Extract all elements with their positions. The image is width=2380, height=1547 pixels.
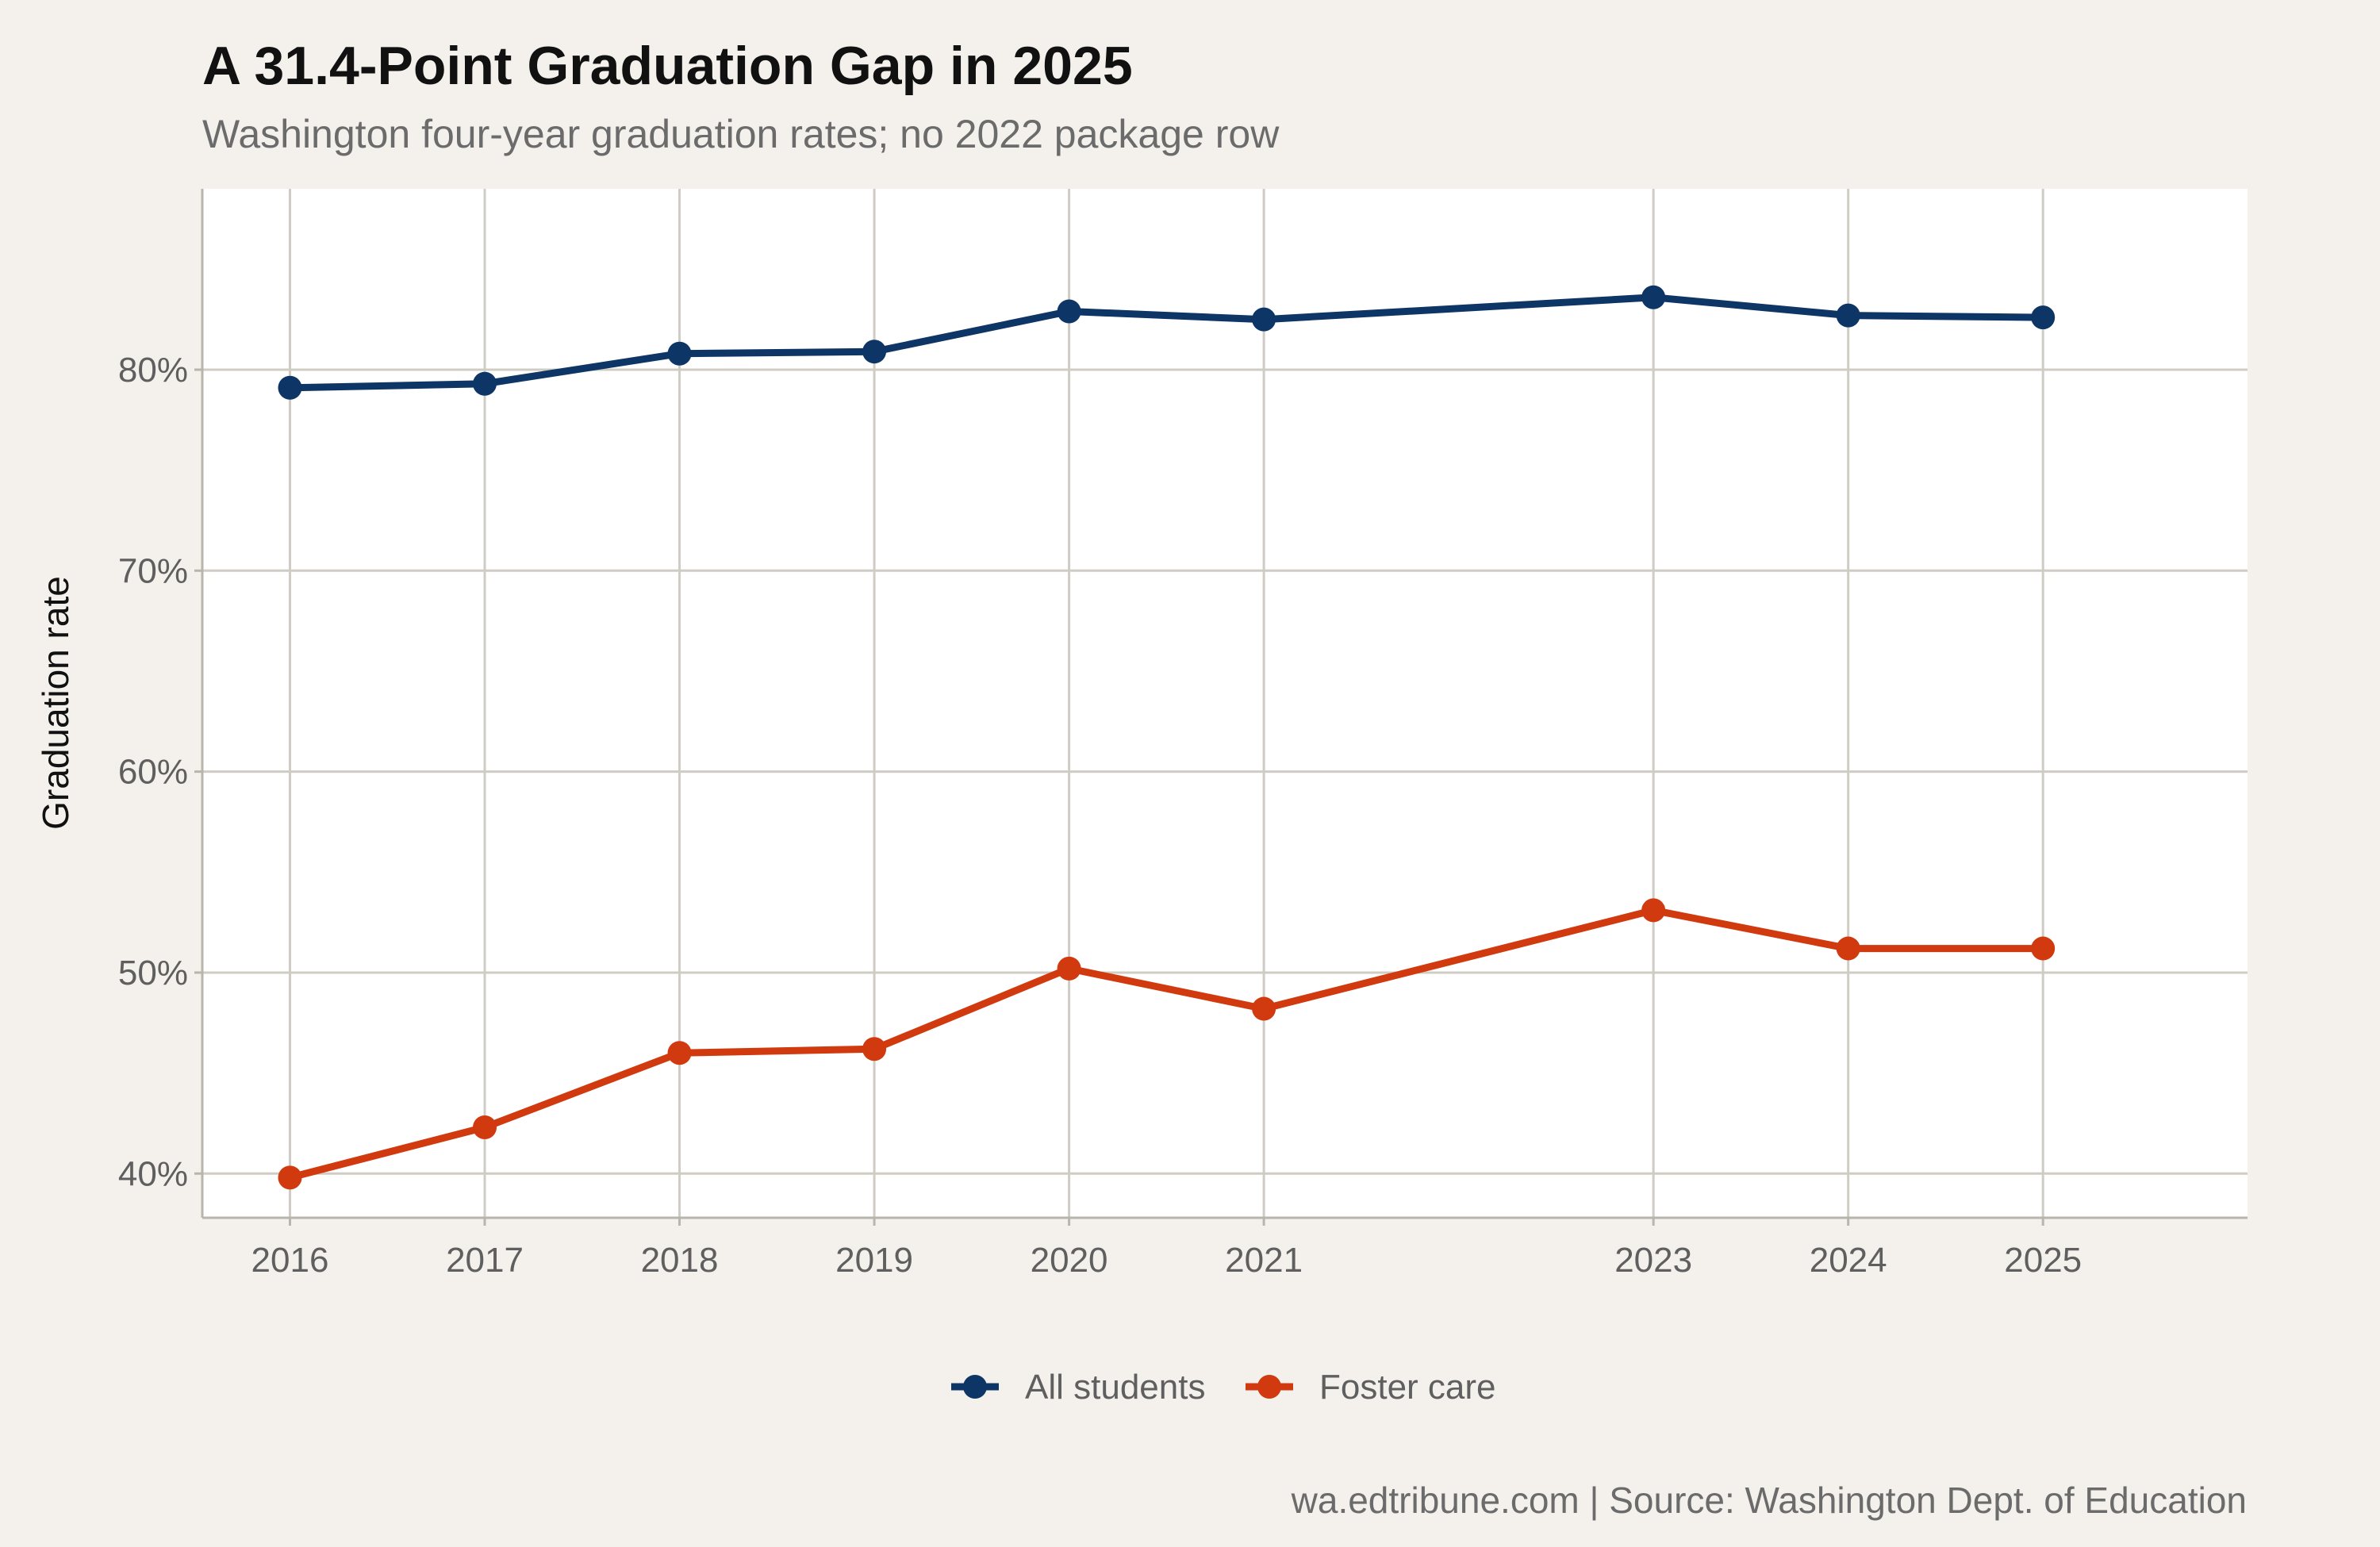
legend-item-all-students: All students: [951, 1368, 1205, 1407]
data-point-foster-care: [278, 1165, 302, 1190]
x-tick-label: 2021: [1225, 1241, 1303, 1280]
y-tick-label: 60%: [118, 753, 188, 792]
y-tick-label: 80%: [118, 351, 188, 390]
data-point-all-students: [667, 341, 692, 366]
x-axis-ticks: 2016 2017 2018 2019 2020 2021 2023 2024 2025: [251, 1218, 2082, 1280]
data-point-all-students: [1641, 285, 1666, 309]
y-axis-ticks: 40% 50% 60% 70% 80%: [118, 351, 202, 1193]
chart-caption: wa.edtribune.com | Source: Washington De…: [1291, 1480, 2247, 1521]
series-layer: [278, 285, 2056, 1190]
legend: All students Foster care: [951, 1368, 1496, 1407]
x-tick-label: 2016: [251, 1241, 329, 1280]
x-tick-label: 2023: [1614, 1241, 1692, 1280]
plot-panel: [202, 189, 2248, 1218]
data-point-all-students: [1057, 299, 1081, 324]
x-tick-label: 2018: [641, 1241, 719, 1280]
data-point-foster-care: [667, 1041, 692, 1065]
data-point-foster-care: [1836, 936, 1860, 961]
data-point-all-students: [1836, 303, 1860, 328]
data-point-foster-care: [2031, 936, 2056, 961]
x-tick-label: 2024: [1810, 1241, 1887, 1280]
x-tick-label: 2025: [2004, 1241, 2082, 1280]
data-point-foster-care: [473, 1115, 497, 1140]
legend-key-dot: [1257, 1375, 1281, 1399]
data-point-all-students: [1252, 307, 1276, 332]
y-tick-label: 70%: [118, 551, 188, 590]
chart-title: A 31.4-Point Graduation Gap in 2025: [202, 36, 1133, 96]
data-point-all-students: [862, 340, 887, 364]
legend-label: Foster care: [1319, 1368, 1496, 1407]
data-point-all-students: [473, 371, 497, 396]
data-point-foster-care: [1057, 956, 1081, 981]
x-tick-label: 2017: [446, 1241, 524, 1280]
legend-key-dot: [963, 1375, 987, 1399]
chart-subtitle: Washington four-year graduation rates; n…: [202, 112, 1280, 156]
legend-item-foster-care: Foster care: [1246, 1368, 1496, 1407]
y-tick-label: 50%: [118, 954, 188, 992]
x-tick-label: 2019: [835, 1241, 913, 1280]
data-point-all-students: [278, 375, 302, 400]
data-point-foster-care: [1252, 996, 1276, 1021]
y-axis-title: Graduation rate: [35, 576, 76, 830]
data-point-foster-care: [862, 1037, 887, 1061]
data-point-foster-care: [1641, 898, 1666, 923]
y-tick-label: 40%: [118, 1154, 188, 1193]
legend-label: All students: [1025, 1368, 1205, 1407]
data-point-all-students: [2031, 305, 2056, 330]
x-tick-label: 2020: [1031, 1241, 1108, 1280]
